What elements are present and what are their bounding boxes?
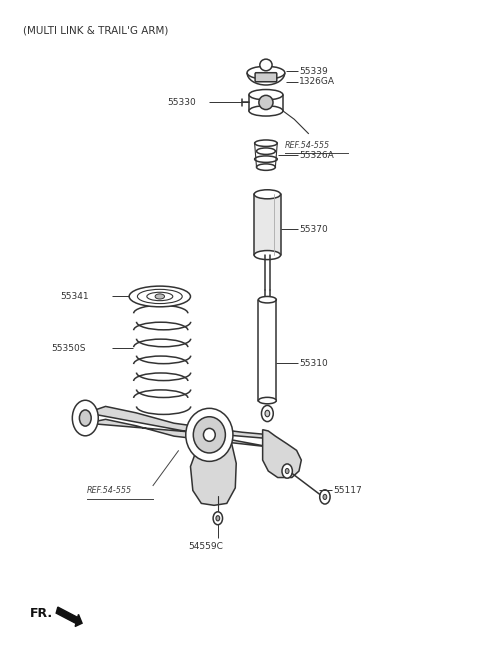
Ellipse shape xyxy=(260,59,272,71)
Ellipse shape xyxy=(256,148,276,155)
Text: FR.: FR. xyxy=(30,607,53,620)
Ellipse shape xyxy=(282,464,292,478)
Text: 1326GA: 1326GA xyxy=(299,77,335,86)
Ellipse shape xyxy=(258,297,276,303)
Ellipse shape xyxy=(79,410,91,426)
Ellipse shape xyxy=(262,405,273,422)
Ellipse shape xyxy=(204,428,215,441)
Ellipse shape xyxy=(72,400,98,436)
Polygon shape xyxy=(249,95,283,111)
Ellipse shape xyxy=(256,164,276,170)
Polygon shape xyxy=(258,300,276,401)
Polygon shape xyxy=(87,406,271,447)
Ellipse shape xyxy=(254,190,281,199)
Text: 55339: 55339 xyxy=(299,67,328,76)
Ellipse shape xyxy=(254,140,277,147)
Ellipse shape xyxy=(155,294,165,299)
Text: REF.54-555: REF.54-555 xyxy=(87,486,132,495)
FancyArrow shape xyxy=(56,607,82,626)
Text: 55330: 55330 xyxy=(167,98,196,107)
Ellipse shape xyxy=(254,156,277,162)
Polygon shape xyxy=(191,439,236,506)
Ellipse shape xyxy=(193,417,226,453)
Text: 55326A: 55326A xyxy=(299,151,334,160)
Polygon shape xyxy=(254,195,281,255)
Ellipse shape xyxy=(216,515,220,521)
Ellipse shape xyxy=(323,495,327,500)
Ellipse shape xyxy=(249,90,283,100)
Ellipse shape xyxy=(186,408,233,461)
Ellipse shape xyxy=(247,66,285,79)
Text: 55350S: 55350S xyxy=(51,344,86,352)
Text: 55370: 55370 xyxy=(299,225,328,234)
Text: 55310: 55310 xyxy=(299,358,328,367)
Polygon shape xyxy=(263,430,301,477)
Ellipse shape xyxy=(147,292,173,301)
Text: 55341: 55341 xyxy=(61,292,89,301)
Text: 55117: 55117 xyxy=(334,486,362,495)
Text: (MULTI LINK & TRAIL'G ARM): (MULTI LINK & TRAIL'G ARM) xyxy=(23,26,168,35)
Ellipse shape xyxy=(320,490,330,504)
Ellipse shape xyxy=(285,468,289,474)
Text: 54559C: 54559C xyxy=(188,542,223,551)
Ellipse shape xyxy=(137,290,182,303)
Ellipse shape xyxy=(259,96,273,109)
Ellipse shape xyxy=(265,410,270,417)
FancyBboxPatch shape xyxy=(255,73,277,82)
Ellipse shape xyxy=(213,512,223,525)
Ellipse shape xyxy=(129,286,191,307)
Ellipse shape xyxy=(249,105,283,116)
Ellipse shape xyxy=(258,398,276,403)
Ellipse shape xyxy=(254,251,281,259)
Text: REF.54-555: REF.54-555 xyxy=(285,141,330,149)
